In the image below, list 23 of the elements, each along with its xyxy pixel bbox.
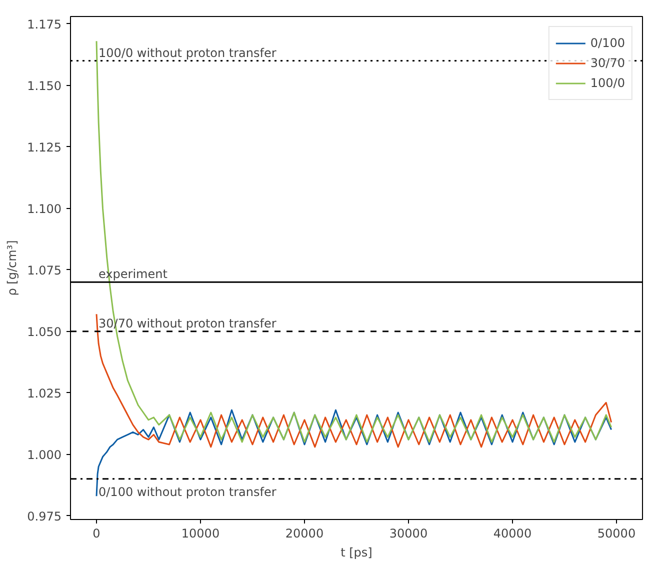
y-tick-label: 1.100 bbox=[27, 202, 62, 216]
y-tick-label: 1.025 bbox=[27, 386, 62, 400]
ref-line-label: 100/0 without proton transfer bbox=[98, 46, 276, 60]
y-tick-label: 1.175 bbox=[27, 17, 62, 32]
x-tick-label: 30000 bbox=[389, 526, 428, 540]
x-tick-label: 20000 bbox=[285, 526, 324, 540]
y-tick-label: 1.075 bbox=[27, 263, 62, 278]
line-series bbox=[96, 313, 612, 448]
y-tick-label: 1.150 bbox=[27, 78, 62, 93]
x-tick-label: 40000 bbox=[493, 526, 532, 540]
ref-line-label: 0/100 without proton transfer bbox=[98, 484, 276, 499]
y-axis-title: ρ [g/cm³] bbox=[5, 240, 20, 296]
y-tick-label: 1.000 bbox=[27, 448, 62, 462]
y-tick-label: 0.975 bbox=[27, 509, 62, 524]
legend-label: 30/70 bbox=[590, 56, 625, 70]
x-axis-title: t [ps] bbox=[340, 546, 372, 560]
x-tick-label: 0 bbox=[92, 526, 100, 540]
y-tick-label: 1.125 bbox=[27, 140, 62, 154]
x-tick-label: 10000 bbox=[181, 526, 220, 540]
y-tick-label: 1.050 bbox=[27, 324, 62, 339]
legend-label: 0/100 bbox=[590, 36, 625, 50]
legend-label: 100/0 bbox=[590, 76, 625, 90]
x-tick-label: 50000 bbox=[597, 526, 636, 540]
